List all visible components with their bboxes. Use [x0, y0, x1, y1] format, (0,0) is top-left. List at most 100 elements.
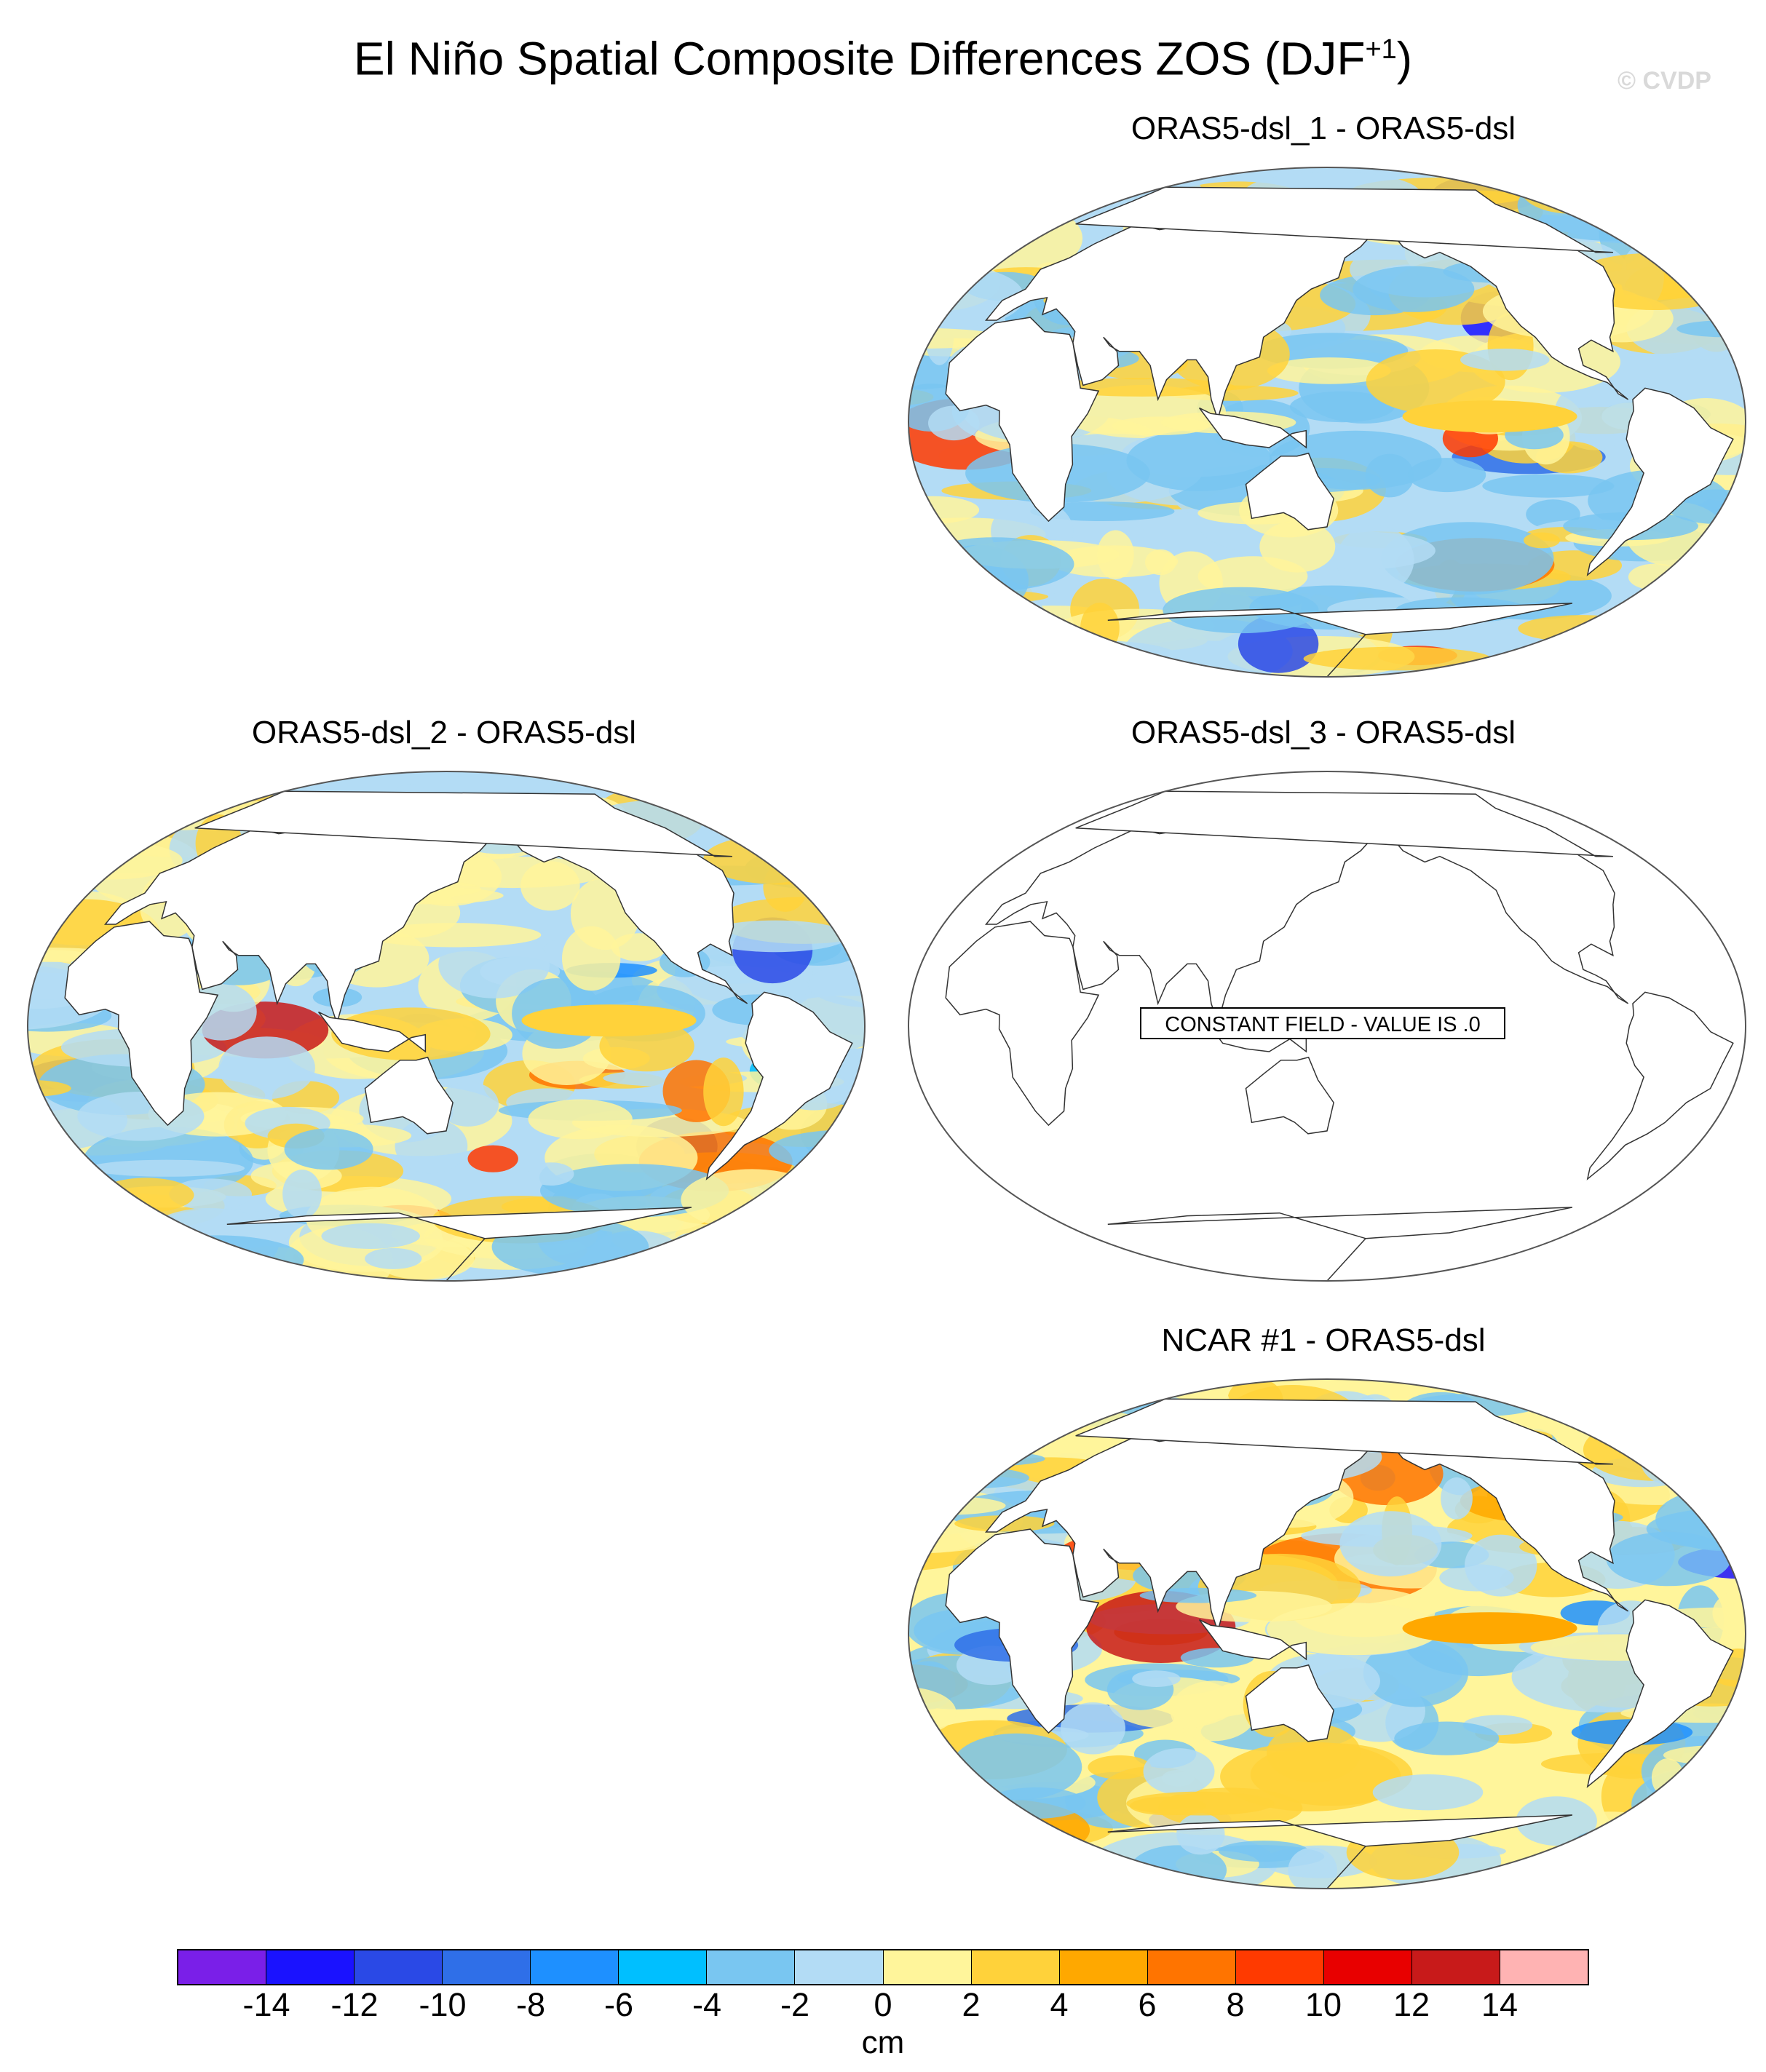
colorbar-tick-label: 0: [874, 1986, 892, 2023]
map-oras5-dsl-1: [908, 167, 1746, 678]
anomaly-patch: [28, 790, 58, 852]
figure-title-close: ): [1396, 32, 1413, 85]
anomaly-patch: [1176, 1813, 1225, 1855]
anomaly-patch: [1674, 239, 1746, 295]
colorbar-tick-label: 6: [1138, 1986, 1157, 2023]
anomaly-patch: [169, 1178, 252, 1210]
anomaly-patch: [438, 931, 550, 999]
colorbar-box: [707, 1950, 796, 1984]
anomaly-patch: [28, 832, 105, 865]
anomaly-patch: [77, 1092, 205, 1141]
anomaly-patch: [1676, 546, 1746, 612]
anomaly-patch: [365, 1247, 422, 1269]
anomaly-patch: [1408, 458, 1486, 493]
anomaly-patch: [28, 771, 103, 828]
anomaly-patch: [1001, 1379, 1065, 1424]
cvdp-watermark: © CVDP: [1617, 67, 1711, 95]
anomaly-patch: [911, 1466, 1029, 1489]
anomaly-patch: [1441, 1477, 1473, 1520]
anomaly-patch: [724, 779, 819, 812]
colorbar-box: [1235, 1950, 1324, 1984]
anomaly-patch: [1700, 528, 1746, 553]
anomaly-patch: [908, 266, 1024, 328]
anomaly-patch: [28, 1148, 54, 1203]
colorbar-box: [266, 1950, 355, 1984]
colorbar-box: [1323, 1950, 1412, 1984]
anomaly-patch: [821, 795, 865, 835]
landmass-south-america: [1586, 387, 1734, 576]
equatorial-pacific-anomaly: [1402, 400, 1577, 433]
landmass-antarctica: [1107, 603, 1573, 677]
anomaly-patch: [54, 787, 159, 804]
anomaly-patch: [1711, 549, 1746, 579]
map-outline: [27, 771, 866, 1282]
anomaly-patch: [1259, 520, 1336, 573]
anomaly-patch: [1303, 646, 1492, 671]
anomaly-patch: [1288, 1847, 1337, 1889]
anomaly-patch: [28, 1207, 140, 1277]
anomaly-patch: [1080, 603, 1120, 654]
landmass-australia: [364, 1056, 454, 1135]
colorbar-tick-label: 14: [1481, 1986, 1518, 2023]
anomaly-patch: [808, 961, 865, 1008]
colorbar-tick-label: 10: [1304, 1986, 1342, 2023]
colorbar-box: [531, 1950, 619, 1984]
anomaly-patch: [1641, 582, 1746, 619]
colorbar-units: cm: [861, 2025, 905, 2060]
anomaly-patch: [793, 791, 865, 817]
landmass-africa: [945, 1528, 1100, 1734]
anomaly-patch: [1482, 474, 1615, 498]
map-outline: [908, 167, 1746, 678]
anomaly-patch: [986, 1787, 1086, 1819]
anomaly-patch: [1644, 1809, 1746, 1869]
anomaly-patch: [908, 172, 912, 219]
anomaly-patch: [437, 1081, 499, 1127]
landmass-africa: [945, 317, 1100, 523]
anomaly-patch: [1682, 1776, 1746, 1844]
anomaly-patch: [28, 809, 134, 857]
anomaly-patch: [1267, 1603, 1441, 1656]
map-oras5-dsl-2: [27, 771, 866, 1282]
anomaly-patch: [52, 803, 127, 876]
anomaly-patch: [28, 1175, 92, 1239]
anomaly-patch: [98, 1178, 194, 1212]
panel-title-ncar-1: NCAR #1 - ORAS5-dsl: [1161, 1322, 1486, 1358]
anomaly-patch: [967, 1820, 1056, 1887]
anomaly-patch: [1372, 1774, 1484, 1811]
figure-title-text: El Niño Spatial Composite Differences ZO…: [353, 32, 1366, 85]
anomaly-patch: [1667, 1472, 1746, 1496]
colorbar-tick-label: -14: [242, 1986, 290, 2023]
anomaly-patch: [321, 1223, 420, 1249]
anomaly-patch: [967, 223, 997, 268]
anomaly-patch: [1219, 1841, 1309, 1862]
anomaly-patch: [852, 905, 865, 929]
landmass-south-america: [705, 991, 853, 1180]
anomaly-patch: [928, 405, 980, 441]
colorbar-tick-label: 4: [1050, 1986, 1069, 2023]
anomaly-patch: [28, 811, 129, 874]
anomaly-patch: [1738, 1764, 1746, 1818]
anomaly-patch: [914, 537, 1074, 591]
anomaly-patch: [28, 965, 111, 1030]
colorbar-box: [1147, 1950, 1236, 1984]
landmass-australia: [1245, 1664, 1334, 1742]
map-ncar-1: [908, 1378, 1746, 1889]
anomaly-patch: [908, 1427, 999, 1459]
anomaly-patch: [1686, 1493, 1746, 1510]
anomaly-patch: [908, 496, 980, 524]
equatorial-pacific-anomaly: [521, 1004, 697, 1037]
anomaly-patch: [1060, 1702, 1125, 1755]
anomaly-patch: [1629, 1856, 1720, 1884]
landmass-south-america: [1586, 1599, 1734, 1788]
anomaly-patch: [1126, 1791, 1275, 1816]
anomaly-patch: [1617, 1402, 1746, 1434]
anomaly-patch: [99, 1222, 211, 1281]
anomaly-patch: [1712, 1587, 1746, 1640]
anomaly-patch: [908, 237, 999, 271]
colorbar-tick-label: -6: [603, 1986, 633, 2023]
anomaly-patch: [1642, 1405, 1708, 1442]
anomaly-patch: [28, 905, 36, 939]
panel-title-oras5-dsl-2: ORAS5-dsl_2 - ORAS5-dsl: [251, 715, 637, 750]
anomaly-patch: [28, 815, 88, 852]
landmass-australia: [1245, 1056, 1334, 1135]
